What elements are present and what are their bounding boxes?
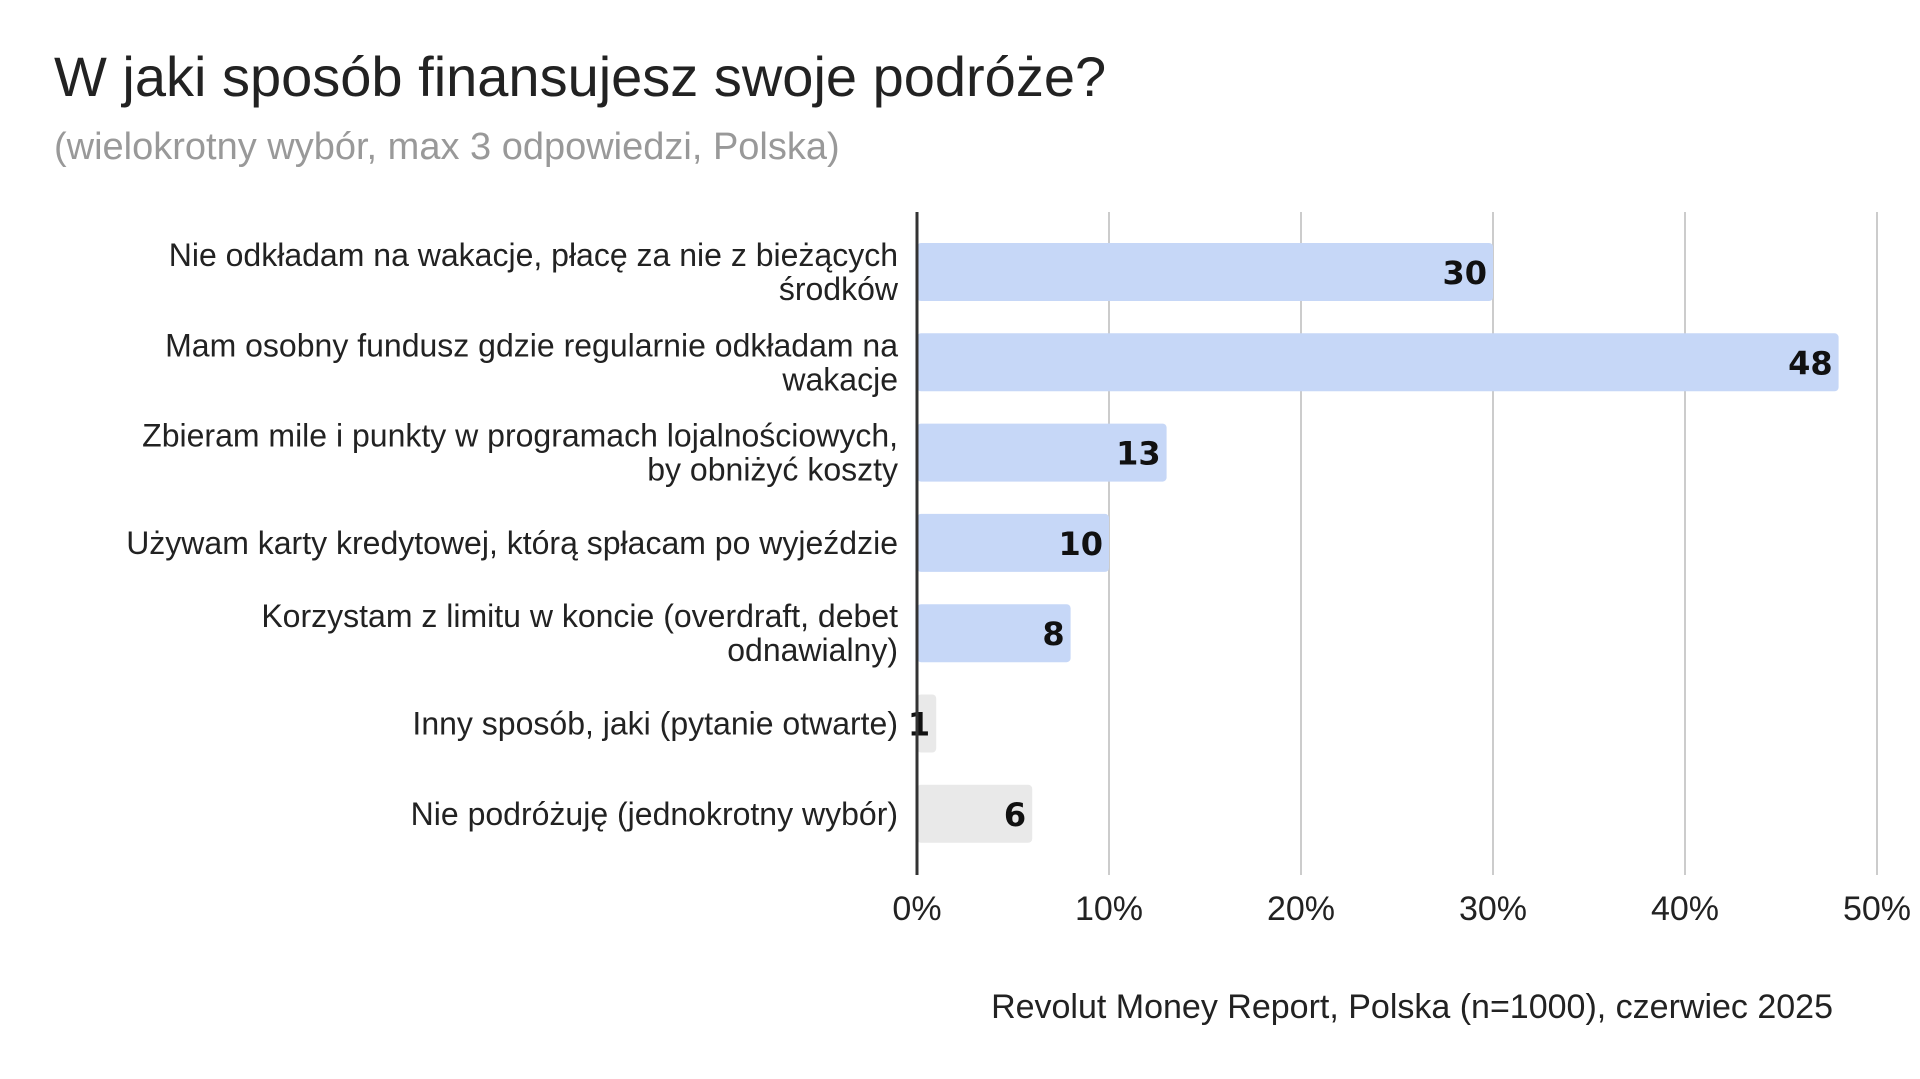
chart-subtitle: (wielokrotny wybór, max 3 odpowiedzi, Po…	[54, 126, 840, 168]
value-labels: 30 48 13 10 8 1 6	[908, 254, 1833, 834]
category-label-line: Mam osobny fundusz gdzie regularnie odkł…	[165, 327, 898, 363]
bar	[917, 694, 937, 753]
bars	[917, 243, 1839, 843]
x-tick-label: 20%	[1267, 890, 1335, 928]
category-label-line: Nie podróżuję (jednokrotny wybór)	[411, 796, 898, 832]
category-label-line: Nie odkładam na wakacje, płacę za nie z …	[169, 237, 898, 273]
category-label-line: odnawialny)	[727, 632, 898, 668]
bar	[917, 604, 1071, 663]
x-tick-label: 30%	[1459, 890, 1527, 928]
category-label: Inny sposób, jaki (pytanie otwarte)	[412, 706, 898, 742]
x-tick-label: 10%	[1075, 890, 1143, 928]
category-label-line: by obniżyć koszty	[647, 452, 898, 488]
bar-value-label: 6	[1004, 796, 1026, 834]
x-tick-label: 40%	[1651, 890, 1719, 928]
bar-value-label: 48	[1788, 344, 1833, 382]
category-label-line: Inny sposób, jaki (pytanie otwarte)	[412, 706, 898, 742]
gridlines	[1108, 212, 1878, 875]
x-tick-label: 50%	[1843, 890, 1911, 928]
bar-value-label: 10	[1058, 525, 1103, 563]
bar	[917, 784, 1033, 843]
category-label-line: Korzystam z limitu w koncie (overdraft, …	[261, 598, 898, 634]
x-tick-label: 0%	[892, 890, 941, 928]
category-label: Mam osobny fundusz gdzie regularnie odkł…	[165, 327, 898, 397]
category-label-line: wakacje	[781, 361, 898, 397]
category-label-line: Zbieram mile i punkty w programach lojal…	[142, 418, 898, 454]
category-label-line: Używam karty kredytowej, którą spłacam p…	[126, 525, 898, 561]
category-label: Nie odkładam na wakacje, płacę za nie z …	[169, 237, 899, 307]
category-label-line: środków	[779, 271, 899, 307]
category-label: Nie podróżuję (jednokrotny wybór)	[411, 796, 898, 832]
bar	[917, 243, 1493, 301]
bar-value-label: 13	[1116, 435, 1161, 473]
bar	[917, 333, 1839, 392]
category-labels: Nie odkładam na wakacje, płacę za nie z …	[126, 237, 899, 832]
source-note: Revolut Money Report, Polska (n=1000), c…	[991, 988, 1833, 1026]
category-label: Korzystam z limitu w koncie (overdraft, …	[261, 598, 898, 668]
bar	[917, 513, 1109, 572]
bar-value-label: 8	[1042, 615, 1064, 653]
bar	[917, 423, 1167, 482]
x-axis-tick-labels: 0% 10% 20% 30% 40% 50%	[892, 890, 1911, 928]
bar-value-label: 30	[1442, 254, 1487, 292]
category-label: Zbieram mile i punkty w programach lojal…	[142, 418, 898, 488]
bar-value-label: 1	[908, 706, 930, 744]
category-label: Używam karty kredytowej, którą spłacam p…	[126, 525, 898, 561]
chart-title: W jaki sposób finansujesz swoje podróże?	[54, 45, 1107, 108]
